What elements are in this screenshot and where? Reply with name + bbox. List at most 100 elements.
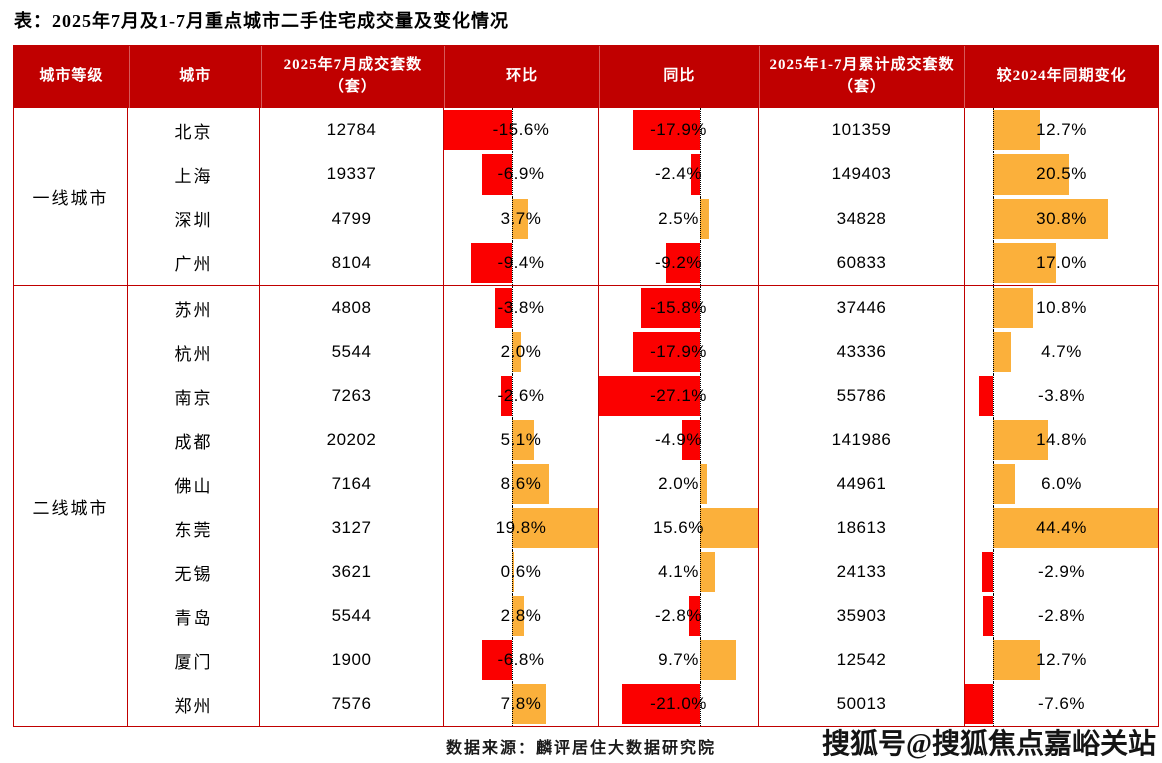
percent-label: 4.7% <box>1041 342 1082 361</box>
percent-label: -6.8% <box>497 650 545 669</box>
yoy-bar-cell: -15.8% <box>598 286 758 330</box>
bar-axis-line <box>511 196 513 241</box>
july-sales-cell: 7263 <box>259 374 443 418</box>
bar-axis-line <box>699 418 701 462</box>
yoy-bar-cell: 2.0% <box>598 462 758 506</box>
table-row: 北京 12784 -15.6% -17.9% 101359 12.7% <box>127 108 1158 153</box>
july-sales-cell: 7576 <box>259 682 443 726</box>
percent-label: 10.8% <box>1036 298 1087 317</box>
column-header-5: 2025年1-7月累计成交套数（套） <box>758 46 965 108</box>
positive-data-bar <box>993 288 1034 328</box>
percent-label: 6.0% <box>1041 474 1082 493</box>
percent-label: 44.4% <box>1036 518 1087 537</box>
negative-data-bar <box>979 376 994 416</box>
bar-axis-line <box>511 286 513 330</box>
city-cell: 上海 <box>127 152 259 197</box>
bar-axis-line <box>511 550 513 594</box>
positive-data-bar <box>511 332 521 372</box>
positive-data-bar <box>699 464 708 504</box>
cumulative-sales-cell: 141986 <box>758 418 964 462</box>
cumulative-sales-cell: 50013 <box>758 682 964 726</box>
bar-axis-line <box>993 418 995 462</box>
percent-label: 20.5% <box>1036 164 1087 184</box>
bar-axis-line <box>993 374 995 418</box>
positive-data-bar <box>699 198 710 239</box>
percent-label: 4.1% <box>658 562 699 581</box>
bar-axis-line <box>993 462 995 506</box>
cum-change-bar-cell: -3.8% <box>964 374 1158 418</box>
table-row: 青岛 5544 2.8% -2.8% 35903 -2.8% <box>127 594 1158 638</box>
tier-label: 一线城市 <box>32 189 109 208</box>
city-cell: 成都 <box>127 418 259 462</box>
positive-data-bar <box>993 154 1070 195</box>
table-row: 成都 20202 5.1% -4.9% 141986 14.8% <box>127 418 1158 462</box>
bar-axis-line <box>699 638 701 682</box>
bar-axis-line <box>511 152 513 197</box>
table-row: 杭州 5544 2.0% -17.9% 43336 4.7% <box>127 330 1158 374</box>
bar-axis-line <box>993 286 995 330</box>
bar-axis-line <box>699 330 701 374</box>
bar-axis-line <box>699 374 701 418</box>
bar-axis-line <box>993 506 995 550</box>
yoy-bar-cell: 9.7% <box>598 638 758 682</box>
bar-axis-line <box>511 594 513 638</box>
bar-axis-line <box>511 682 513 726</box>
bar-axis-line <box>993 108 995 153</box>
percent-label: 17.0% <box>1036 252 1087 272</box>
percent-label: 5.1% <box>500 430 542 449</box>
percent-label: -2.6% <box>497 386 545 405</box>
city-cell: 厦门 <box>127 638 259 682</box>
cum-change-bar-cell: 30.8% <box>964 196 1158 241</box>
july-sales-cell: 7164 <box>259 462 443 506</box>
july-sales-cell: 5544 <box>259 330 443 374</box>
table-row: 厦门 1900 -6.8% 9.7% 12542 12.7% <box>127 638 1158 682</box>
mom-bar-cell: 2.8% <box>443 594 598 638</box>
negative-data-bar <box>681 420 700 460</box>
cum-change-bar-cell: 12.7% <box>964 108 1158 153</box>
tier-rows: 北京 12784 -15.6% -17.9% 101359 12.7% 上海 19337 -6.… <box>127 108 1158 285</box>
bar-axis-line <box>511 638 513 682</box>
percent-label: 7.8% <box>500 694 542 713</box>
positive-data-bar <box>993 464 1016 504</box>
cumulative-sales-cell: 55786 <box>758 374 964 418</box>
mom-bar-cell: 2.0% <box>443 330 598 374</box>
negative-data-bar <box>665 242 700 283</box>
percent-label: -2.9% <box>1038 562 1085 581</box>
yoy-bar-cell: -17.9% <box>598 108 758 153</box>
bar-axis-line <box>993 550 995 594</box>
city-cell: 杭州 <box>127 330 259 374</box>
positive-data-bar <box>699 508 758 548</box>
bar-axis-line <box>699 462 701 506</box>
negative-data-bar <box>965 684 994 724</box>
percent-label: -7.6% <box>1038 694 1085 713</box>
percent-label: 0.6% <box>500 562 542 581</box>
column-header-0: 城市等级 <box>39 68 104 85</box>
bar-axis-line <box>993 240 995 285</box>
percent-label: 2.5% <box>658 208 699 228</box>
percent-label: 30.8% <box>1036 208 1087 228</box>
percent-label: -6.9% <box>497 164 545 184</box>
cumulative-sales-cell: 12542 <box>758 638 964 682</box>
city-cell: 郑州 <box>127 682 259 726</box>
yoy-bar-cell: -4.9% <box>598 418 758 462</box>
percent-label: -2.8% <box>655 606 702 625</box>
positive-data-bar <box>511 420 535 460</box>
mom-bar-cell: -3.8% <box>443 286 598 330</box>
percent-label: 2.0% <box>500 342 542 361</box>
positive-data-bar <box>511 198 528 239</box>
cum-change-bar-cell: 20.5% <box>964 152 1158 197</box>
negative-data-bar <box>470 242 512 283</box>
mom-bar-cell: 7.8% <box>443 682 598 726</box>
cum-change-bar-cell: 6.0% <box>964 462 1158 506</box>
positive-data-bar <box>511 464 550 504</box>
yoy-bar-cell: -21.0% <box>598 682 758 726</box>
table-body: 一线城市 北京 12784 -15.6% -17.9% 101359 12.7% 上海 1933… <box>14 108 1158 726</box>
percent-label: 12.7% <box>1036 650 1087 669</box>
city-cell: 南京 <box>127 374 259 418</box>
bar-axis-line <box>993 594 995 638</box>
negative-data-bar <box>482 640 512 680</box>
column-header-3: 环比 <box>444 46 599 108</box>
cumulative-sales-cell: 37446 <box>758 286 964 330</box>
negative-data-bar <box>481 154 512 195</box>
percent-label: -3.8% <box>497 298 545 317</box>
